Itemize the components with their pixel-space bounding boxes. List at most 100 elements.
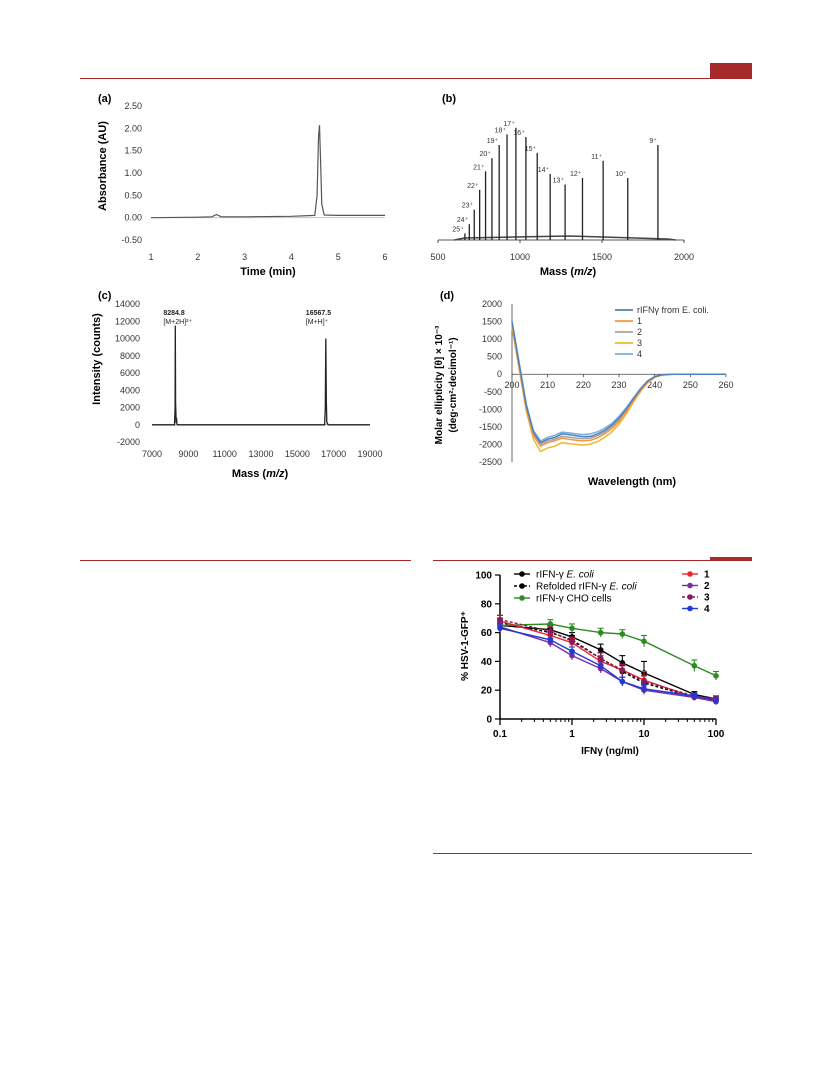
chart-a-xlabel: Time (min) — [240, 266, 296, 278]
chart-e-legend-marker — [687, 605, 693, 612]
chart-d-ytick-label: -2500 — [479, 457, 502, 467]
chart-e-series-line — [499, 627, 717, 701]
chart-b-peak-label: 20⁺ — [479, 151, 491, 158]
chart-c-ytick-label: 10000 — [115, 334, 140, 344]
chart-e-xtick-label: 100 — [708, 729, 725, 740]
chart-e-legend-label: rIFN-γ CHO cells — [536, 594, 612, 605]
chart-c-xtick-label: 7000 — [142, 449, 162, 459]
chart-d-legend-label: 2 — [637, 327, 642, 337]
chart-a-ytick-label: 1.50 — [124, 146, 142, 156]
chart-e-legend-label: 2 — [704, 581, 710, 592]
chart-b-peak-label: 16⁺ — [513, 130, 525, 137]
chart-a-ytick-label: 0.00 — [124, 213, 142, 223]
bottom-rule-right — [433, 853, 752, 854]
chart-c-ytick-label: 6000 — [120, 368, 140, 378]
chart-d-xtick-label: 200 — [504, 380, 519, 390]
chart-b-peak-label: 10⁺ — [615, 171, 627, 178]
chart-e-point — [641, 685, 647, 692]
chart-e-point — [497, 616, 503, 623]
chart-e-point — [569, 648, 575, 655]
chart-e-point — [547, 628, 554, 634]
chart-e-xlabel: IFNγ (ng/ml) — [581, 746, 639, 757]
chart-d-xtick-label: 220 — [576, 380, 591, 390]
chart-d-ytick-label: 1500 — [482, 317, 502, 327]
chart-c-ytick-label: 8000 — [120, 351, 140, 361]
chart-e-point — [691, 662, 698, 669]
chart-d-ytick-label: -2000 — [479, 439, 502, 449]
chart-c-ytick-label: -2000 — [117, 437, 140, 447]
chart-e-ytick-label: 100 — [475, 571, 492, 582]
chart-b-panel-label: (b) — [442, 93, 456, 105]
chart-e-point — [497, 625, 503, 632]
chart-e-legend-marker — [687, 582, 693, 589]
chart-e-ytick-label: 40 — [481, 657, 493, 668]
chart-e-ytick-label: 60 — [481, 628, 493, 639]
chart-e-ylabel: % HSV-1-GFP⁺ — [460, 611, 471, 681]
chart-d-ylabel: Molar ellipticity [θ] × 10⁻³ — [434, 325, 445, 444]
chart-b-peak-label: 21⁺ — [473, 164, 485, 171]
chart-b-peak-label: 15⁺ — [525, 146, 537, 153]
chart-a-xtick-label: 5 — [336, 252, 341, 262]
chart-e-point — [597, 647, 604, 653]
chart-b-peak-label: 9⁺ — [649, 138, 657, 145]
chart-e-point — [619, 667, 626, 673]
chart-d-ytick-label: 500 — [487, 352, 502, 362]
chart-d-xtick-label: 230 — [611, 380, 626, 390]
mid-accent-tab — [710, 557, 752, 561]
chart-e-ytick-label: 20 — [481, 686, 493, 697]
chart-d-ytick-label: 0 — [497, 369, 502, 379]
chart-b-peak-label: 24⁺ — [457, 217, 469, 224]
chart-e-point — [691, 693, 698, 699]
chart-e-point — [547, 637, 554, 643]
chart-d-cd-spectra: (d) Molar ellipticity [θ] × 10⁻³ (deg·cm… — [434, 290, 734, 488]
chart-e-point — [547, 621, 554, 627]
chart-e-point — [619, 631, 626, 637]
chart-d-ylabel-units: (deg·cm²·decimol⁻¹) — [448, 337, 459, 432]
chart-e-antiviral-activity: % HSV-1-GFP⁺ IFNγ (ng/ml) 0 20 40 60 80 100 0.… — [460, 570, 725, 758]
chart-b-peak-label: 25⁺ — [452, 226, 464, 233]
chart-c-ytick-label: 12000 — [115, 316, 140, 326]
chart-d-legend-label: 3 — [637, 338, 642, 348]
chart-e-xtick-label: 10 — [638, 729, 650, 740]
chart-e-series-line — [499, 618, 717, 700]
chart-d-xtick-label: 260 — [718, 380, 733, 390]
chart-b-peak-label: 17⁺ — [503, 121, 515, 128]
chart-e-legend-label: rIFN-γ E. coli — [536, 570, 595, 581]
chart-e-point — [569, 638, 575, 645]
chart-c-trace — [152, 325, 370, 426]
chart-a-ytick-label: -0.50 — [121, 235, 142, 245]
chart-c-xtick-label: 11000 — [212, 449, 236, 459]
chart-c-ytick-label: 4000 — [120, 385, 140, 395]
chart-e-legend-marker — [519, 595, 525, 601]
chart-b-xtick-label: 1000 — [510, 252, 530, 262]
chart-d-ytick-label: -500 — [484, 387, 502, 397]
chart-c-xtick-label: 9000 — [178, 449, 198, 459]
chart-d-xtick-label: 250 — [683, 380, 698, 390]
chart-c-ytick-label: 2000 — [120, 403, 140, 413]
chart-e-xtick-label: 0.1 — [493, 729, 507, 740]
chart-e-point — [597, 655, 604, 662]
chart-a-panel-label: (a) — [98, 93, 112, 105]
chart-b-peak-label: 22⁺ — [467, 183, 479, 190]
chart-d-panel-label: (d) — [440, 290, 454, 302]
chart-e-legend-marker — [687, 571, 693, 577]
chart-e-point — [713, 697, 719, 704]
chart-e-point — [597, 662, 604, 669]
chart-a-ytick-label: 0.50 — [124, 190, 142, 200]
chart-c-annotation-value: 8284.8 — [163, 310, 185, 317]
chart-d-ytick-label: -1500 — [479, 422, 502, 432]
chart-a-hplc: (a) Absorbance (AU) Time (min) -0.50 0.00… — [97, 93, 388, 278]
chart-e-legend-label: 1 — [704, 570, 710, 581]
chart-e-point — [619, 678, 626, 685]
chart-d-xtick-label: 210 — [540, 380, 555, 390]
chart-b-peak-label: 11⁺ — [591, 154, 602, 161]
chart-c-ylabel: Intensity (counts) — [91, 313, 103, 405]
chart-b-peak-label: 12⁺ — [570, 171, 582, 178]
chart-e-legend-marker — [687, 594, 693, 600]
chart-b-esi-ms: (b) 500 1000 1500 2000 25⁺ 24⁺ 23⁺ 22⁺ 21⁺ 20⁺ 19⁺… — [430, 93, 694, 278]
chart-a-xtick-label: 3 — [242, 252, 247, 262]
chart-e-point — [713, 673, 719, 679]
chart-e-legend-label: Refolded rIFN-γ E. coli — [536, 582, 637, 593]
chart-d-series-line — [511, 321, 726, 444]
chart-b-peak-label: 13⁺ — [553, 178, 565, 185]
